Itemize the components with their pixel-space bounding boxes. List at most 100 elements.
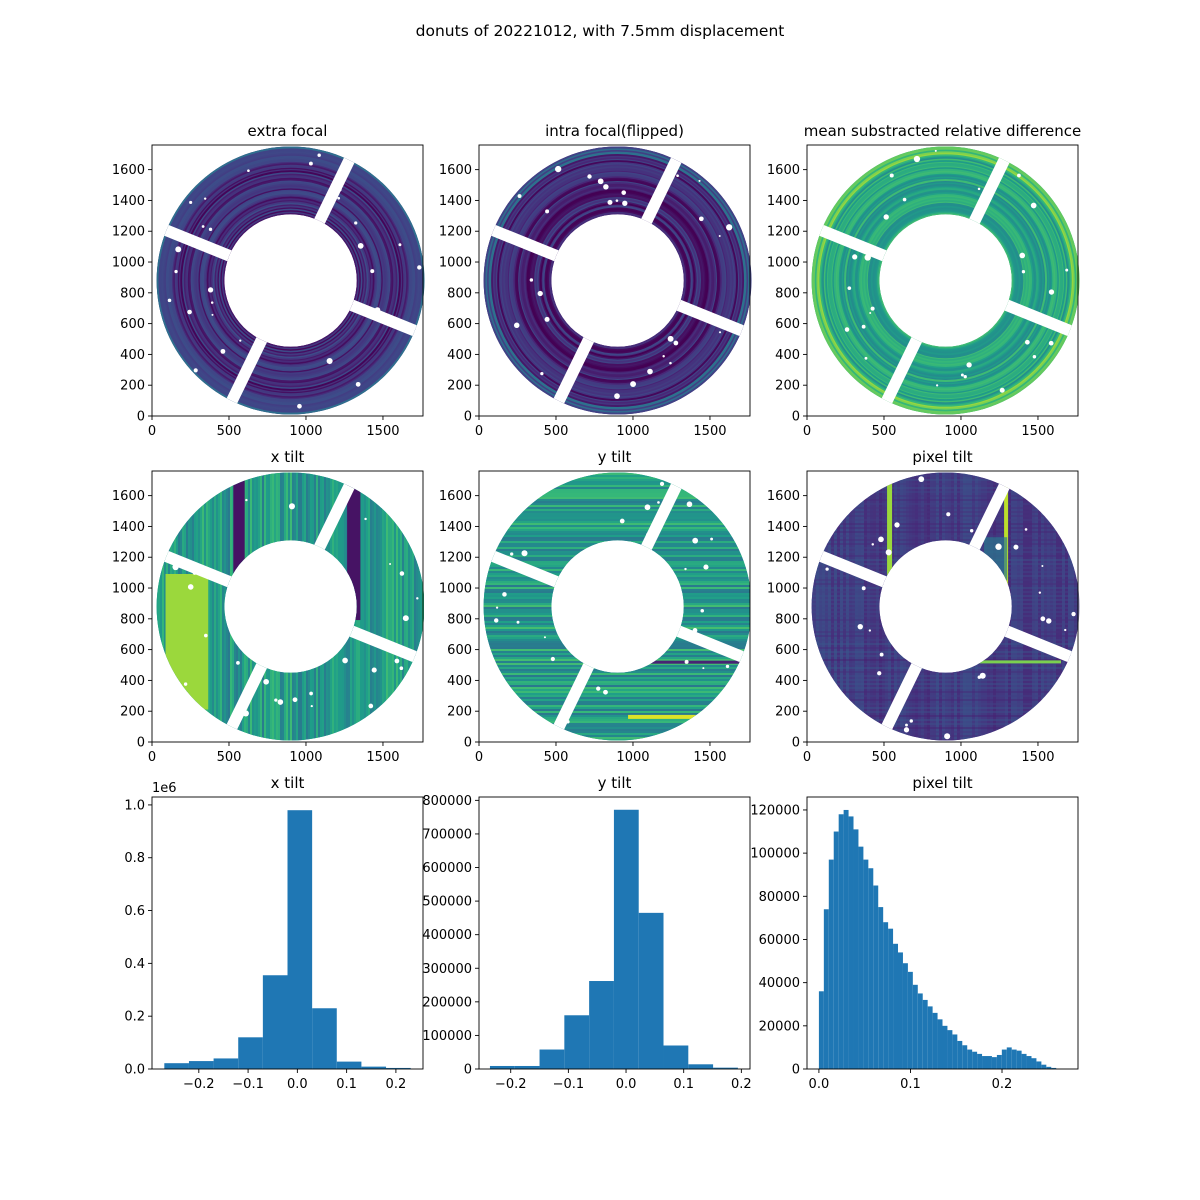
ring-band	[205, 195, 377, 366]
mask-speck	[326, 358, 333, 365]
axes-frame	[478, 796, 751, 1070]
stripe	[483, 521, 750, 523]
stripe	[412, 472, 414, 741]
hist-bar	[188, 1061, 214, 1069]
y-tick-label: 100000	[422, 1029, 472, 1044]
stripe	[834, 472, 837, 741]
x-tick-label: 0.1	[336, 1077, 357, 1092]
stripe	[811, 679, 1078, 681]
ring-band	[168, 158, 413, 403]
y-tick-label: 60000	[759, 933, 800, 948]
stripe	[1020, 472, 1023, 741]
ring-band	[847, 182, 1044, 379]
ring-band	[838, 173, 1053, 388]
stripe	[394, 472, 396, 741]
stripe	[822, 472, 825, 741]
y-tick-label: 300000	[422, 962, 472, 977]
hist-bar	[1026, 1056, 1032, 1069]
x-tick-label: 0	[475, 750, 483, 765]
stripe	[483, 681, 750, 683]
mask-speck	[944, 733, 951, 740]
ring-band	[823, 158, 1069, 403]
stripe	[811, 711, 1078, 713]
mask-speck	[667, 335, 674, 342]
y-tick-label: 0.6	[124, 904, 145, 919]
hist-bar	[878, 907, 884, 1069]
mask-speck	[364, 517, 367, 521]
ring-band	[827, 162, 1064, 399]
mask-speck	[934, 149, 937, 152]
mask-speck	[1046, 618, 1052, 624]
stripe	[483, 683, 750, 685]
ring-band	[190, 180, 391, 381]
stripe	[483, 491, 750, 493]
hist-bar	[912, 984, 918, 1069]
stripe	[418, 472, 420, 741]
ring-band	[855, 190, 1036, 371]
ring-band	[483, 146, 752, 415]
stripe	[811, 675, 1078, 677]
hist-bar	[361, 1066, 387, 1069]
mask-speck	[1065, 268, 1069, 272]
ring-band	[164, 154, 417, 407]
hist-bar	[868, 868, 874, 1069]
stripe	[483, 489, 750, 491]
y-tick-label: 100000	[750, 847, 800, 862]
stripe	[483, 679, 750, 681]
panel-title: y tilt	[598, 774, 632, 792]
ring-band	[845, 180, 1046, 381]
stripe	[378, 472, 380, 741]
ring-band	[543, 206, 692, 355]
hist-bar	[932, 1012, 938, 1069]
stripe	[811, 691, 1078, 693]
hist-bar	[1006, 1047, 1012, 1069]
mask-speck	[516, 620, 520, 624]
mask-speck	[963, 375, 967, 379]
stripe	[483, 507, 750, 509]
stripe	[483, 539, 750, 541]
y-tick-label: 0	[464, 1063, 472, 1078]
hist-bar	[991, 1057, 997, 1069]
hist-bar	[927, 1006, 933, 1069]
mask-speck	[1041, 565, 1044, 568]
stripe	[876, 472, 879, 741]
ring-band	[181, 171, 401, 390]
y-tick-label: 1600	[439, 489, 472, 504]
hist-bar	[386, 1067, 411, 1069]
ring-band	[197, 187, 384, 374]
stripe	[811, 687, 1078, 689]
y-tick-label: 0	[792, 1063, 800, 1078]
hist-bar	[514, 1065, 540, 1069]
stripe	[382, 472, 384, 741]
x-tick-label: −0.2	[183, 1077, 215, 1092]
y-tick-label: 1600	[439, 163, 472, 178]
y-tick-label: 0.2	[124, 1010, 145, 1025]
stripe	[158, 472, 160, 741]
stripe	[811, 703, 1078, 705]
stripe	[222, 472, 224, 741]
mask-speck	[684, 567, 687, 571]
axes-frame	[806, 144, 1079, 417]
y-tick-label: 400	[775, 348, 800, 363]
stripe	[483, 729, 750, 731]
stripe	[855, 472, 858, 741]
ring-band	[542, 204, 694, 357]
y-tick-label: 1200	[112, 551, 145, 566]
mask-speck	[544, 316, 550, 322]
ring-band	[546, 209, 689, 352]
mask-speck	[877, 671, 882, 676]
mask-speck	[354, 221, 358, 225]
y-tick-label: 40000	[759, 976, 800, 991]
hist-bar	[164, 1063, 189, 1069]
mask-speck	[1040, 616, 1046, 622]
stripe	[483, 483, 750, 485]
stripe	[372, 472, 374, 741]
stripe	[483, 675, 750, 677]
y-tick-label: 600	[120, 317, 145, 332]
axes-frame	[806, 470, 1079, 743]
x-tick-label: 1500	[366, 750, 399, 765]
x-tick-label: 0	[803, 750, 811, 765]
mask-speck	[193, 368, 198, 373]
hist-bar	[858, 846, 864, 1069]
panel-title: mean substracted relative difference	[804, 122, 1082, 140]
